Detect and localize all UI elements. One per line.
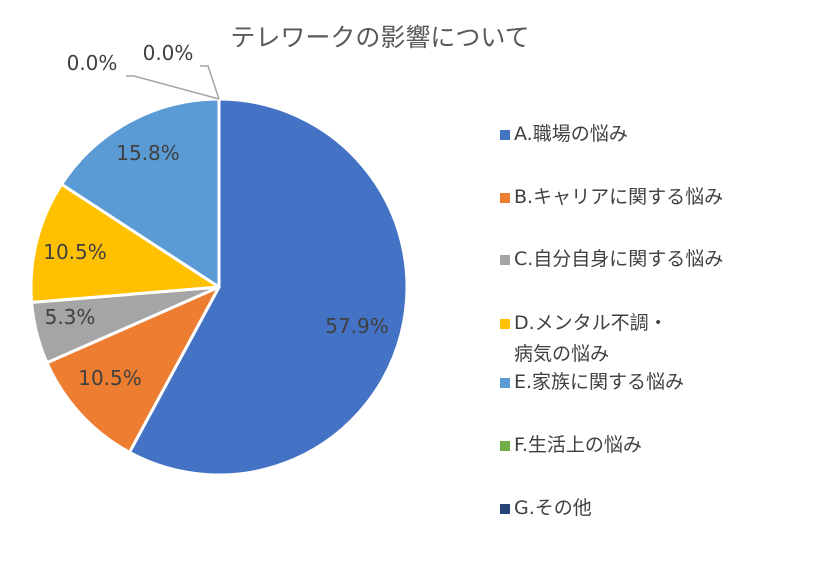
legend-label-g: G.その他 (514, 497, 592, 519)
legend: A.職場の悩み B.キャリアに関する悩み C.自分自身に関する悩み D.メンタル不調・… (500, 123, 723, 519)
pie-slices (29, 97, 409, 477)
legend-swatch-b (500, 193, 510, 203)
data-label-a: 57.9% (325, 314, 389, 338)
legend-label-e: E.家族に関する悩み (514, 371, 684, 393)
legend-swatch-g (500, 504, 510, 514)
data-labels: 57.9% 10.5% 5.3% 10.5% 15.8% 0.0% 0.0% (43, 41, 389, 390)
pie-slice-d (29, 182, 221, 304)
legend-swatch-f (500, 441, 510, 451)
legend-swatch-d (500, 319, 510, 329)
legend-swatch-c (500, 255, 510, 265)
legend-label-a: A.職場の悩み (514, 123, 628, 145)
data-label-d: 10.5% (43, 240, 107, 264)
data-label-e: 15.8% (116, 141, 180, 165)
data-label-c: 5.3% (45, 305, 96, 329)
legend-swatch-a (500, 130, 510, 140)
data-label-b: 10.5% (78, 366, 142, 390)
data-label-g: 0.0% (143, 41, 194, 65)
pie-slice-a (127, 97, 409, 477)
legend-label-f: F.生活上の悩み (514, 434, 642, 456)
leader-lines (126, 65, 220, 100)
leader-line-f (126, 75, 220, 100)
pie-slice-b (45, 285, 221, 454)
legend-swatch-e (500, 378, 510, 388)
legend-label-c: C.自分自身に関する悩み (514, 248, 723, 270)
chart-title: テレワークの影響について (230, 23, 529, 52)
legend-label-b: B.キャリアに関する悩み (514, 186, 723, 208)
pie-slice-e (60, 97, 221, 289)
data-label-f: 0.0% (67, 51, 118, 75)
leader-line-g (200, 65, 220, 100)
legend-label-d: D.メンタル不調・病気の悩み (514, 312, 668, 365)
